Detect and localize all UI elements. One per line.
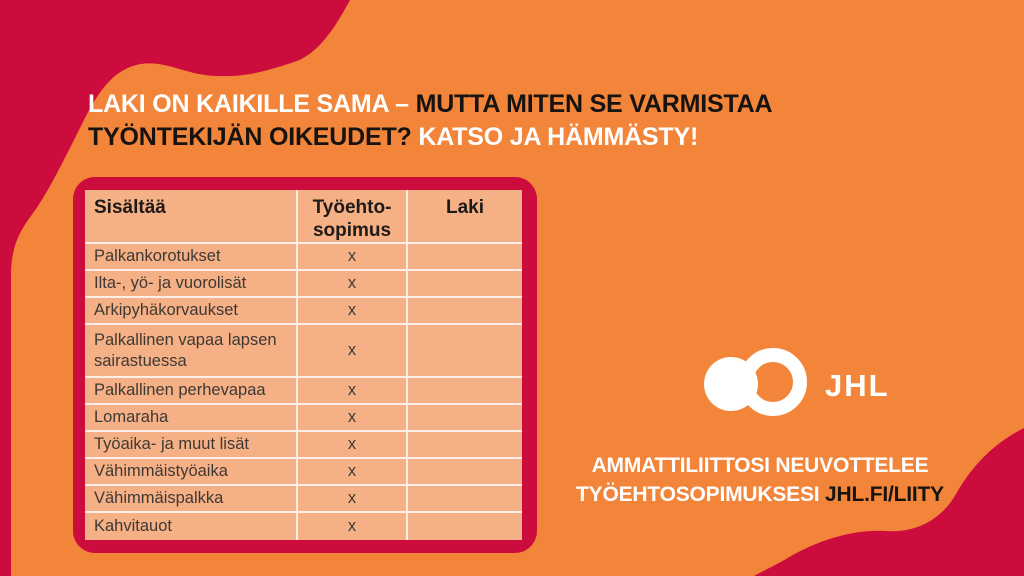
tagline-line2-white: TYÖEHTOSOPIMUKSESI bbox=[576, 483, 826, 506]
jhl-logo-circles-icon bbox=[704, 348, 807, 416]
table-row: Palkallinen perhevapaa x bbox=[85, 378, 522, 405]
table-row: Vähimmäistyöaika x bbox=[85, 459, 522, 486]
laki-mark bbox=[406, 244, 522, 269]
tes-mark: x bbox=[296, 244, 406, 269]
table-row: Arkipyhäkorvaukset x bbox=[85, 298, 522, 325]
corner-blob-bottom-right bbox=[754, 428, 1024, 576]
comparison-table-frame: Sisältää Työehto- sopimus Laki Palkankor… bbox=[73, 177, 537, 553]
tes-mark: x bbox=[296, 298, 406, 323]
laki-mark bbox=[406, 378, 522, 403]
table-row: Vähimmäispalkka x bbox=[85, 486, 522, 513]
headline-segment-white-1: LAKI ON KAIKILLE SAMA – bbox=[88, 90, 416, 118]
laki-mark bbox=[406, 459, 522, 484]
tes-mark: x bbox=[296, 271, 406, 296]
row-label: Palkankorotukset bbox=[94, 247, 221, 265]
headline-segment-white-2: KATSO JA HÄMMÄSTY! bbox=[418, 123, 699, 151]
header-cell-content: Sisältää bbox=[94, 197, 166, 218]
table-row: Lomaraha x bbox=[85, 405, 522, 432]
row-label: Vähimmäispalkka bbox=[94, 489, 224, 507]
row-label: Arkipyhäkorvaukset bbox=[94, 301, 238, 319]
table-row: Työaika- ja muut lisät x bbox=[85, 432, 522, 459]
table-row: Palkallinen vapaa lapsen sairastuessa x bbox=[85, 325, 522, 378]
jhl-logo-text: JHL bbox=[825, 368, 890, 403]
laki-mark bbox=[406, 325, 522, 376]
tes-mark: x bbox=[296, 459, 406, 484]
corner-blob-top-left bbox=[0, 0, 350, 576]
headline: LAKI ON KAIKILLE SAMA – MUTTA MITEN SE V… bbox=[88, 88, 938, 154]
laki-mark bbox=[406, 271, 522, 296]
row-label: Kahvitauot bbox=[94, 517, 172, 535]
table-row: Kahvitauot x bbox=[85, 513, 522, 540]
tagline: AMMATTILIITTOSI NEUVOTTELEE TYÖEHTOSOPIM… bbox=[570, 451, 950, 509]
laki-mark bbox=[406, 298, 522, 323]
tes-mark: x bbox=[296, 432, 406, 457]
laki-mark bbox=[406, 513, 522, 540]
laki-mark bbox=[406, 405, 522, 430]
tagline-join-url: JHL.FI/LIITY bbox=[825, 483, 944, 506]
row-label: Lomaraha bbox=[94, 408, 169, 426]
row-label: Ilta-, yö- ja vuorolisät bbox=[94, 274, 247, 292]
tagline-line1: AMMATTILIITTOSI NEUVOTTELEE bbox=[591, 454, 929, 477]
row-label: Palkallinen perhevapaa bbox=[94, 381, 266, 399]
header-cell-tes: Työehto- sopimus bbox=[296, 190, 406, 242]
row-label: Vähimmäistyöaika bbox=[94, 462, 228, 480]
headline-segment-black: MUTTA MITEN SE VARMISTAA TYÖNTEKIJÄN OIK… bbox=[88, 90, 772, 151]
table-row: Palkankorotukset x bbox=[85, 244, 522, 271]
tes-mark: x bbox=[296, 513, 406, 540]
table-row: Ilta-, yö- ja vuorolisät x bbox=[85, 271, 522, 298]
tes-mark: x bbox=[296, 405, 406, 430]
jhl-logo: JHL bbox=[693, 340, 890, 428]
row-label: Palkallinen vapaa lapsen sairastuessa bbox=[94, 330, 277, 370]
tes-mark: x bbox=[296, 325, 406, 376]
comparison-table: Sisältää Työehto- sopimus Laki Palkankor… bbox=[85, 190, 522, 540]
tes-mark: x bbox=[296, 378, 406, 403]
laki-mark bbox=[406, 486, 522, 511]
row-label: Työaika- ja muut lisät bbox=[94, 435, 249, 453]
header-cell-laki: Laki bbox=[406, 190, 522, 242]
table-header-row: Sisältää Työehto- sopimus Laki bbox=[85, 190, 522, 244]
tes-mark: x bbox=[296, 486, 406, 511]
laki-mark bbox=[406, 432, 522, 457]
